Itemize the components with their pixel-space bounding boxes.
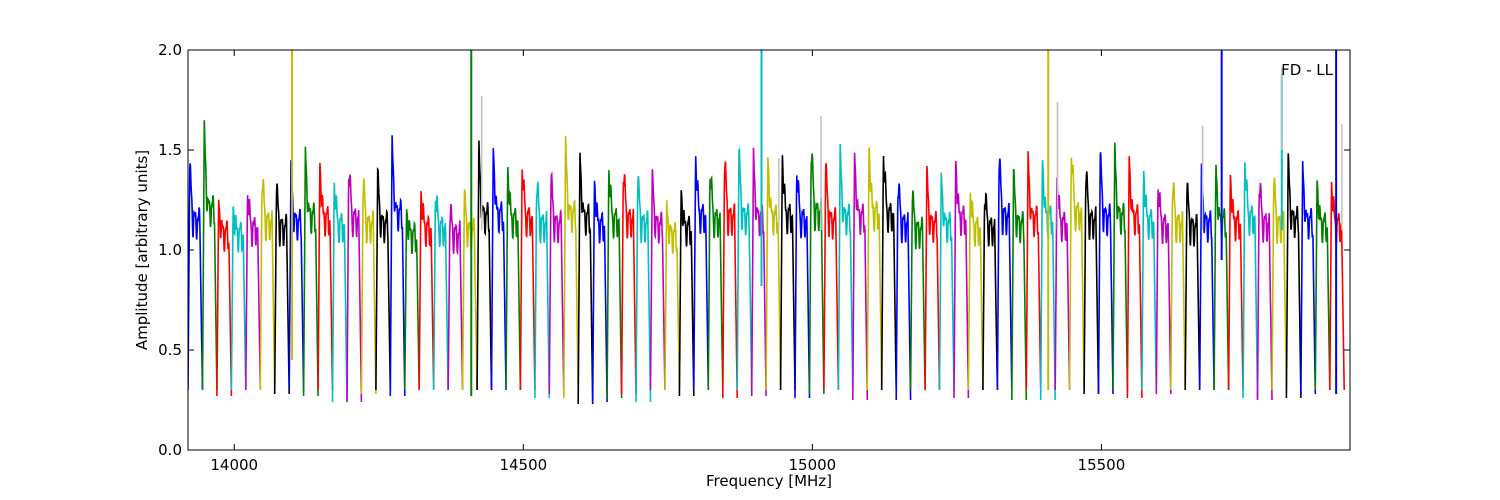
band-segment-20 bbox=[461, 189, 478, 391]
band-segment-56 bbox=[982, 192, 999, 391]
band-segment-43 bbox=[794, 175, 811, 399]
y-axis-label: Amplitude [arbitrary units] bbox=[133, 150, 151, 350]
band-segment-64 bbox=[1097, 152, 1114, 395]
band-segment-23 bbox=[505, 167, 522, 391]
band-segment-21 bbox=[476, 140, 493, 391]
band-segment-12 bbox=[346, 174, 363, 403]
band-segment-48 bbox=[866, 147, 883, 391]
band-segment-7 bbox=[273, 183, 290, 395]
band-segment-51 bbox=[909, 190, 926, 391]
band-segment-25 bbox=[534, 180, 551, 399]
band-segment-1 bbox=[188, 163, 204, 391]
band-segment-63 bbox=[1083, 171, 1100, 395]
band-segment-17 bbox=[418, 191, 435, 391]
band-segment-18 bbox=[432, 195, 449, 391]
band-segment-39 bbox=[736, 147, 753, 391]
y-tick-label-1: 0.0 bbox=[158, 441, 182, 459]
band-segment-34 bbox=[664, 200, 681, 391]
band-segment-11 bbox=[331, 182, 348, 403]
band-segment-70 bbox=[1184, 182, 1201, 391]
band-segment-5 bbox=[245, 195, 262, 391]
band-segment-73 bbox=[1227, 174, 1244, 391]
band-segment-16 bbox=[404, 209, 420, 391]
band-segment-30 bbox=[606, 170, 623, 399]
band-segment-62 bbox=[1068, 157, 1085, 391]
band-segment-66 bbox=[1126, 156, 1143, 399]
x-tick-label-4: 15500 bbox=[1078, 456, 1126, 474]
band-segment-36 bbox=[693, 156, 710, 391]
band-segment-77 bbox=[1285, 153, 1302, 399]
band-segment-69 bbox=[1170, 181, 1186, 391]
band-segment-27 bbox=[563, 135, 579, 399]
band-segment-50 bbox=[895, 183, 912, 401]
band-segment-29 bbox=[591, 180, 608, 403]
y-tick-label-3: 1.0 bbox=[158, 241, 182, 259]
band-segment-68 bbox=[1155, 189, 1172, 395]
band-segment-22 bbox=[490, 148, 507, 391]
band-segment-52 bbox=[924, 165, 941, 391]
band-segment-41 bbox=[765, 157, 782, 391]
band-segment-42 bbox=[779, 155, 796, 391]
band-segment-55 bbox=[967, 192, 984, 391]
band-segment-54 bbox=[953, 160, 970, 399]
band-segment-65 bbox=[1112, 142, 1129, 391]
band-segment-67 bbox=[1141, 170, 1158, 391]
band-segment-4 bbox=[230, 206, 247, 391]
band-segment-19 bbox=[447, 203, 464, 391]
band-segment-15 bbox=[389, 135, 406, 397]
band-segment-37 bbox=[707, 175, 724, 391]
band-segment-76 bbox=[1271, 177, 1288, 391]
band-segment-32 bbox=[635, 175, 652, 403]
y-tick-label-2: 0.5 bbox=[158, 341, 182, 359]
band-segment-38 bbox=[722, 160, 738, 399]
y-tick-label-4: 1.5 bbox=[158, 141, 182, 159]
band-segment-46 bbox=[837, 143, 854, 391]
band-segment-33 bbox=[649, 169, 666, 391]
band-segment-53 bbox=[938, 172, 955, 391]
band-segment-75 bbox=[1256, 183, 1273, 401]
band-segment-57 bbox=[996, 158, 1013, 391]
band-segment-74 bbox=[1242, 162, 1259, 399]
band-segment-3 bbox=[216, 199, 233, 397]
band-segment-45 bbox=[823, 163, 840, 391]
x-tick-label-3: 15000 bbox=[788, 456, 836, 474]
band-segment-31 bbox=[620, 174, 637, 395]
band-segment-58 bbox=[1011, 168, 1028, 401]
band-segment-9 bbox=[302, 146, 319, 397]
band-segment-10 bbox=[317, 162, 334, 391]
x-tick-label-1: 14000 bbox=[210, 456, 258, 474]
band-segment-78 bbox=[1300, 161, 1317, 395]
band-segment-28 bbox=[577, 152, 594, 405]
ticks-layer: 14000 14500 15000 15500 0.0 0.5 1.0 1.5 2.0 bbox=[158, 41, 1350, 474]
band-segment-6 bbox=[259, 178, 276, 391]
x-tick-label-2: 14500 bbox=[499, 456, 547, 474]
band-segment-59 bbox=[1025, 151, 1042, 391]
band-segment-2 bbox=[201, 120, 218, 391]
series-layer bbox=[188, 50, 1345, 405]
band-segment-26 bbox=[548, 171, 565, 395]
y-tick-label-5: 2.0 bbox=[158, 41, 182, 59]
band-segment-13 bbox=[360, 177, 377, 395]
band-segment-47 bbox=[852, 152, 869, 401]
legend-label: FD - LL bbox=[1281, 61, 1333, 79]
band-segment-49 bbox=[880, 155, 897, 391]
band-segment-35 bbox=[678, 190, 695, 397]
x-axis-label: Frequency [MHz] bbox=[706, 472, 832, 490]
band-segment-40 bbox=[750, 147, 767, 397]
band-segment-24 bbox=[519, 169, 536, 391]
band-segment-79 bbox=[1314, 180, 1331, 391]
band-segment-14 bbox=[375, 167, 392, 391]
